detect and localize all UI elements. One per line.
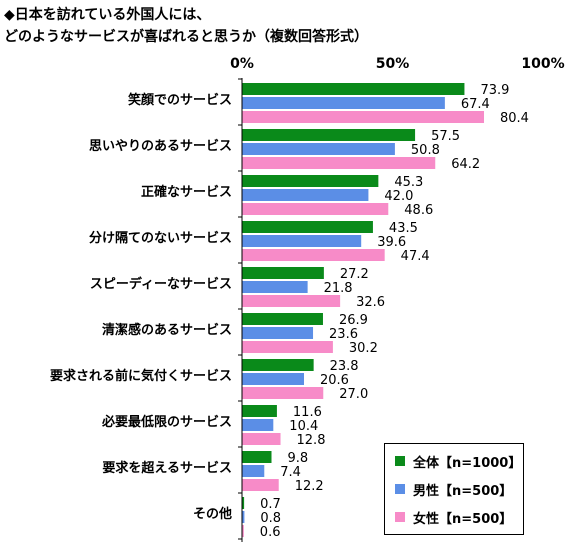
bar-value-label: 39.6 [377, 235, 406, 250]
x-tick-label: 50% [376, 56, 410, 72]
bar [242, 189, 369, 201]
bar-value-label: 9.8 [287, 451, 308, 466]
bar [242, 359, 314, 371]
bar-value-label: 0.7 [260, 497, 281, 512]
category-label: 笑顔でのサービス [128, 92, 232, 108]
bar-value-label: 32.6 [356, 295, 385, 310]
category-label: 必要最低限のサービス [101, 414, 232, 430]
bar-value-label: 26.9 [339, 313, 368, 328]
bar-value-label: 12.2 [295, 479, 324, 494]
bar [242, 249, 385, 261]
legend-item-male: 男性【n=500】 [395, 480, 513, 499]
bar [242, 235, 362, 247]
bar [242, 203, 389, 215]
bar [242, 129, 416, 141]
bar [242, 525, 244, 537]
category-label: その他 [193, 506, 232, 522]
bar [242, 221, 373, 233]
bar [242, 419, 274, 431]
bar [242, 175, 379, 187]
bar [242, 497, 245, 509]
bar-value-label: 47.4 [401, 249, 430, 264]
legend-swatch-all [395, 456, 405, 466]
legend-label-male: 男性【n=500】 [413, 483, 513, 499]
bar [242, 405, 277, 417]
bar-value-label: 42.0 [384, 189, 413, 204]
bar-value-label: 23.8 [330, 359, 359, 374]
bar [242, 83, 465, 95]
bar [242, 157, 436, 169]
bar-value-label: 0.6 [260, 525, 281, 540]
bar-value-label: 80.4 [500, 111, 529, 126]
bar-value-label: 10.4 [289, 419, 318, 434]
bar [242, 511, 245, 523]
bar [242, 387, 324, 399]
bar-value-label: 23.6 [329, 327, 358, 342]
category-label: 思いやりのあるサービス [89, 138, 232, 154]
chart-title-line1: ◆日本を訪れている外国人には、 [4, 7, 211, 23]
bar-value-label: 43.5 [389, 221, 418, 236]
bar [242, 451, 272, 463]
bar-value-label: 57.5 [431, 129, 460, 144]
legend-swatch-male [395, 484, 405, 494]
bar-value-label: 64.2 [451, 157, 480, 172]
bar-value-label: 67.4 [461, 97, 490, 112]
legend-swatch-female [395, 512, 405, 522]
x-tick-label: 0% [230, 56, 254, 72]
bar [242, 143, 395, 155]
x-tick-label: 100% [521, 56, 564, 72]
bar-value-label: 27.0 [339, 387, 368, 402]
bar-value-label: 48.6 [404, 203, 433, 218]
bar [242, 433, 281, 445]
bar [242, 327, 314, 339]
legend-label-female: 女性【n=500】 [413, 511, 513, 527]
bar-value-label: 27.2 [340, 267, 369, 282]
bar-value-label: 11.6 [293, 405, 322, 420]
legend-item-all: 全体【n=1000】 [395, 452, 522, 471]
bar [242, 373, 305, 385]
chart-legend: 全体【n=1000】 男性【n=500】 女性【n=500】 [384, 443, 524, 535]
bar-value-label: 21.8 [324, 281, 353, 296]
category-label: スピーディーなサービス [90, 276, 232, 292]
bar [242, 281, 308, 293]
bar-value-label: 73.9 [480, 83, 509, 98]
bar [242, 267, 324, 279]
legend-item-female: 女性【n=500】 [395, 508, 513, 527]
bar-value-label: 0.8 [260, 511, 281, 526]
bar-value-label: 45.3 [394, 175, 423, 190]
chart-title-line2: どのようなサービスが喜ばれると思うか（複数回答形式） [4, 29, 368, 45]
bar-value-label: 12.8 [297, 433, 326, 448]
bar [242, 479, 279, 491]
bar [242, 341, 333, 353]
category-label: 分け隔てのないサービス [89, 230, 232, 246]
bar [242, 97, 445, 109]
bar [242, 295, 341, 307]
bar-value-label: 50.8 [411, 143, 440, 158]
bar [242, 111, 485, 123]
category-label: 正確なサービス [141, 184, 232, 200]
legend-label-all: 全体【n=1000】 [413, 455, 522, 471]
bar [242, 465, 265, 477]
bar [242, 313, 323, 325]
bar-value-label: 20.6 [320, 373, 349, 388]
bar-value-label: 30.2 [349, 341, 378, 356]
category-label: 要求される前に気付くサービス [50, 368, 232, 384]
category-label: 清潔感のあるサービス [102, 322, 232, 338]
bar-value-label: 7.4 [280, 465, 301, 480]
category-label: 要求を超えるサービス [102, 460, 232, 476]
